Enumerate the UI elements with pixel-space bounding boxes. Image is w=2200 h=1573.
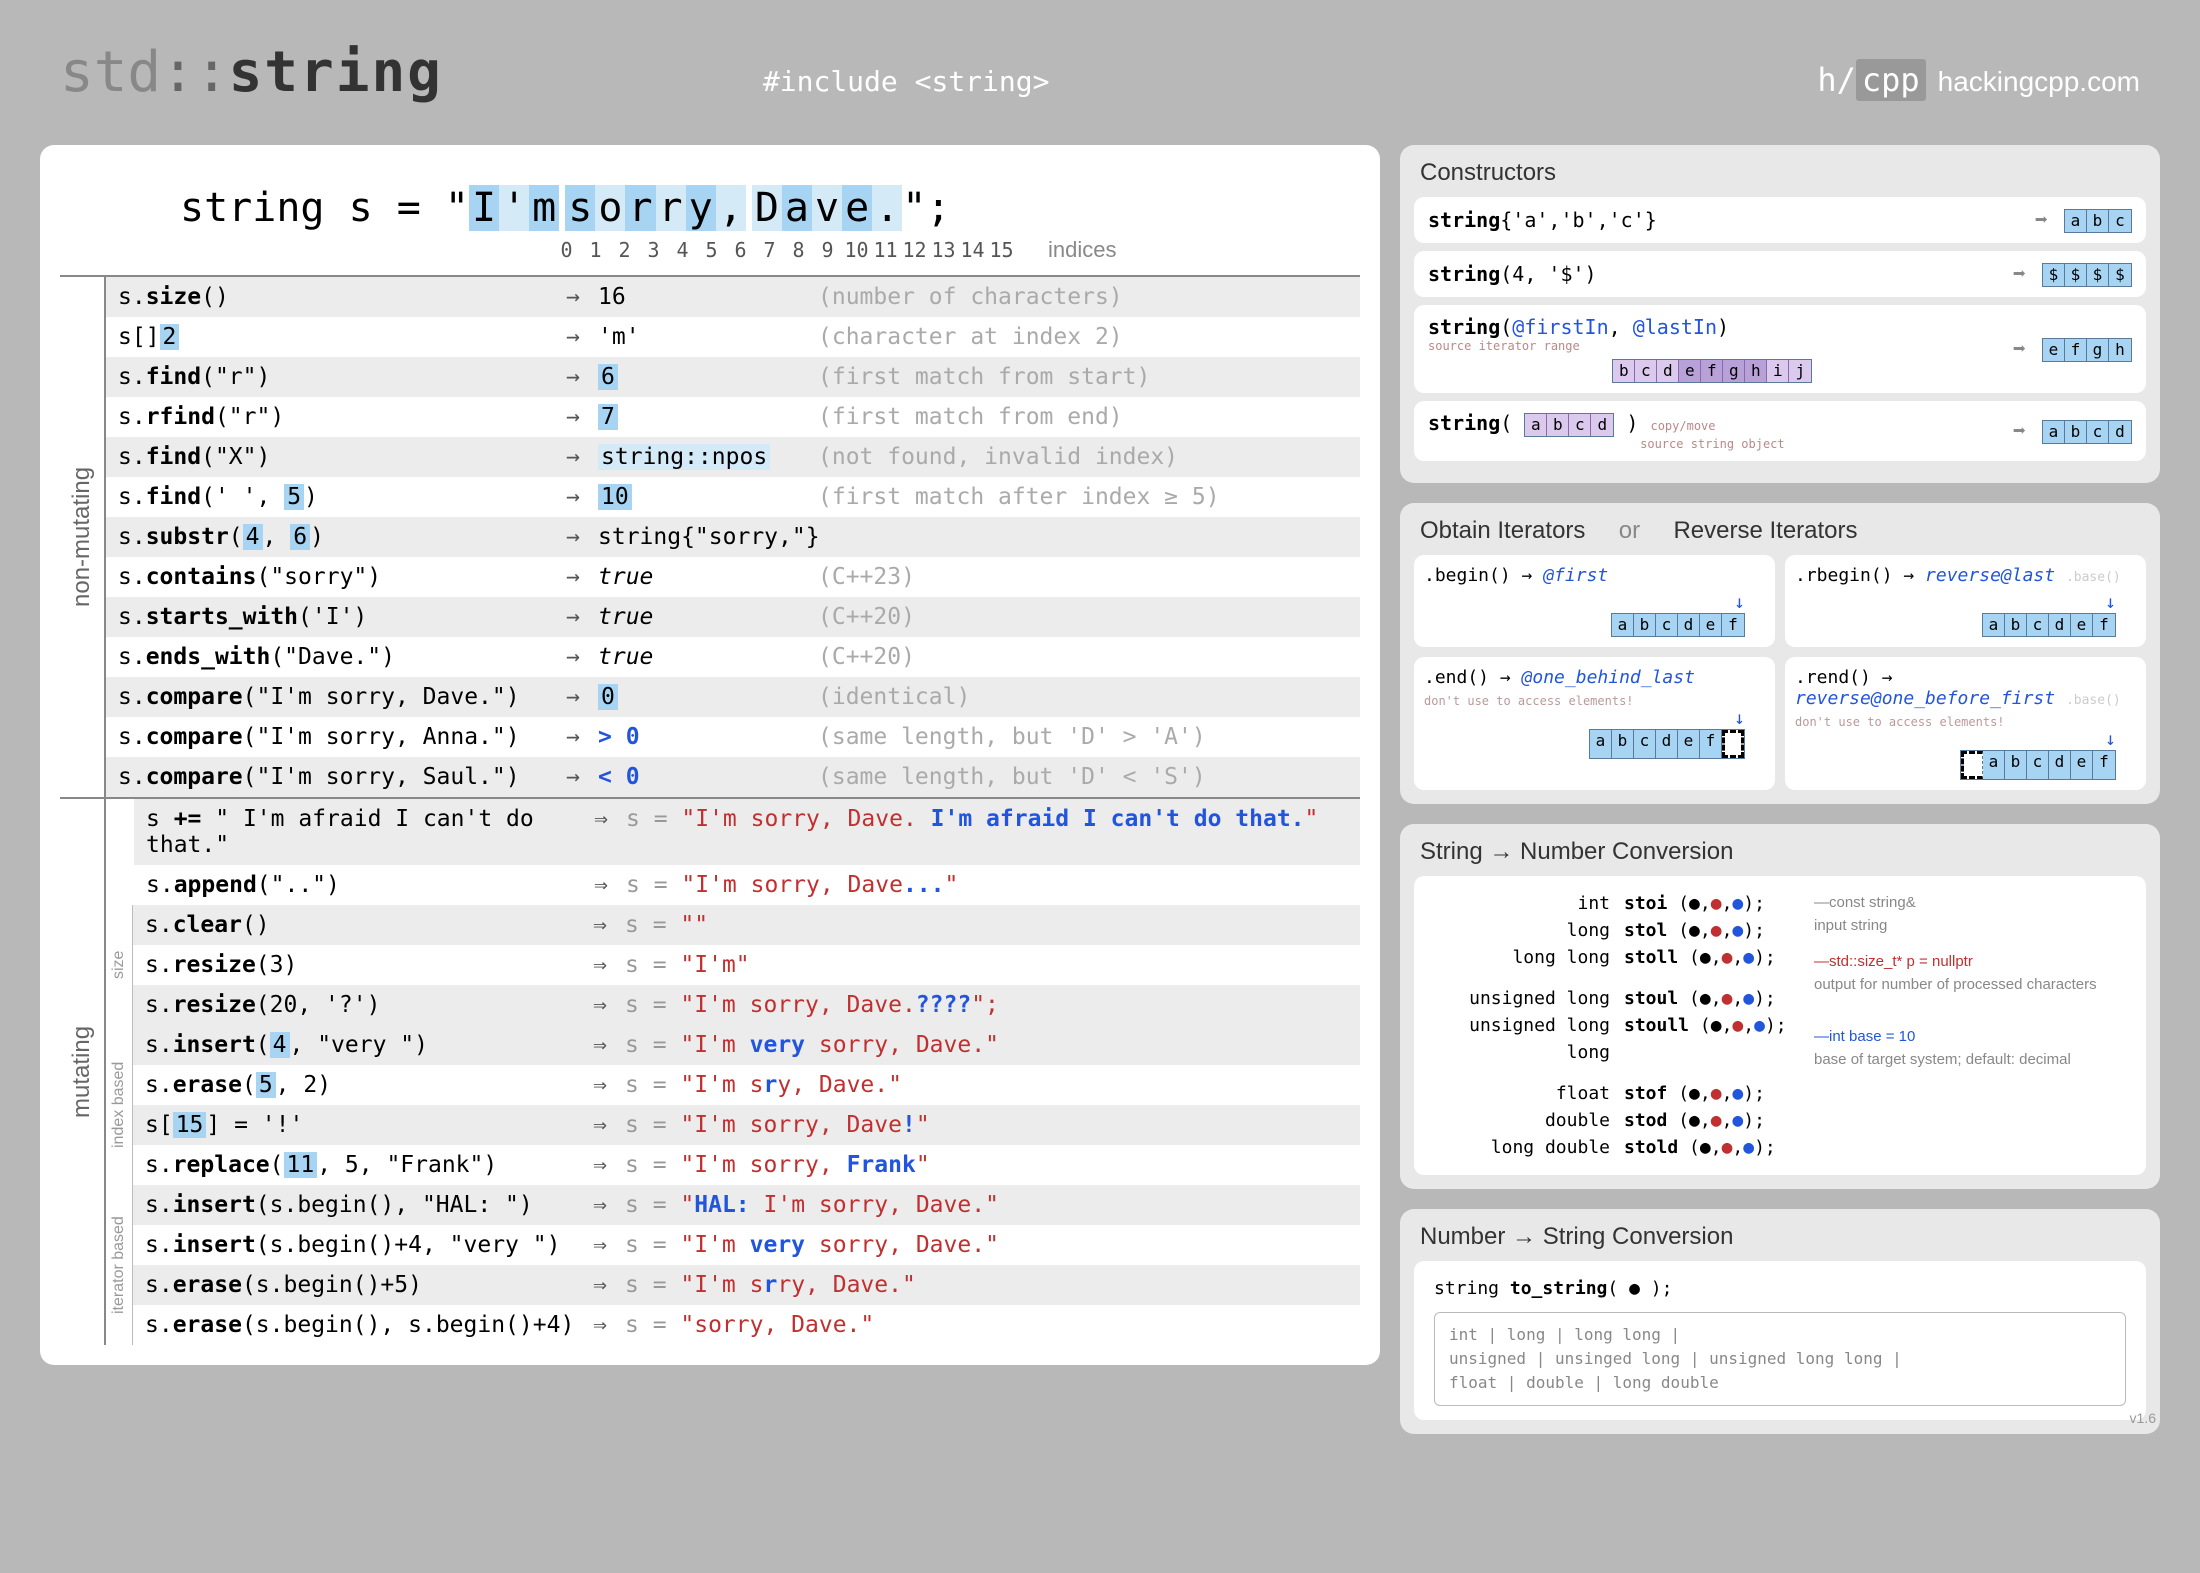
- table-row: s.compare("I'm sorry, Anna.")→> 0(same l…: [106, 717, 1360, 757]
- mutating-section: mutating s += " I'm afraid I can't do th…: [60, 797, 1360, 1345]
- table-row: s.compare("I'm sorry, Saul.")→< 0(same l…: [106, 757, 1360, 797]
- mutating-label: mutating: [60, 799, 106, 1345]
- main-card: string s = "I'm sorry, Dave."; 012345678…: [40, 145, 1380, 1365]
- conversion-row: doublestod (●,●,●);: [1434, 1107, 1794, 1134]
- table-row: s[15] = '!'⇒s = "I'm sorry, Dave!": [133, 1105, 1360, 1145]
- include-directive: #include <string>: [763, 65, 1050, 98]
- title-colon: ::: [161, 40, 228, 105]
- brand-url: hackingcpp.com: [1938, 66, 2140, 98]
- table-row: s.size()→16(number of characters): [106, 277, 1360, 317]
- str-to-num-body: intstoi (●,●,●);longstol (●,●,●);long lo…: [1414, 876, 2146, 1175]
- table-row: s.clear()⇒s = "": [133, 905, 1360, 945]
- conversion-row: long doublestold (●,●,●);: [1434, 1134, 1794, 1161]
- table-row: s.insert(s.begin()+4, "very ")⇒s = "I'm …: [133, 1225, 1360, 1265]
- num-to-str-body: string to_string( ● ); int | long | long…: [1414, 1261, 2146, 1420]
- declaration: string s = "I'm sorry, Dave.";: [60, 165, 1360, 231]
- table-row: s.rfind("r")→7(first match from end): [106, 397, 1360, 437]
- iterator-card: .rend() → reverse@one_before_first .base…: [1785, 657, 2146, 790]
- table-row: s.find("r")→6(first match from start): [106, 357, 1360, 397]
- table-row: s.resize(3)⇒s = "I'm": [133, 945, 1360, 985]
- constructor-row: string(4, '$')➡$$$$: [1414, 251, 2146, 297]
- table-row: s.substr(4, 6)→string{"sorry,"}: [106, 517, 1360, 557]
- table-row: s.erase(s.begin()+5)⇒s = "I'm srry, Dave…: [133, 1265, 1360, 1305]
- iterators-card: Obtain Iterators or Reverse Iterators .b…: [1400, 503, 2160, 804]
- conversion-row: long longstoll (●,●,●);: [1434, 944, 1794, 971]
- brand: h/cpp hackingcpp.com: [1817, 61, 2140, 99]
- conversion-row: unsigned long longstoull (●,●,●);: [1434, 1012, 1794, 1066]
- title-std: std: [60, 40, 161, 105]
- conversion-row: unsigned longstoul (●,●,●);: [1434, 985, 1794, 1012]
- version: v1.6: [2130, 1410, 2156, 1426]
- str-to-num-card: String → Number Conversion intstoi (●,●,…: [1400, 824, 2160, 1189]
- header: std :: string #include <string> h/cpp ha…: [20, 20, 2180, 125]
- brand-logo: h/cpp: [1817, 61, 1925, 99]
- iterator-card: .rbegin() → reverse@last .base()↓abcdef: [1785, 555, 2146, 647]
- table-row: s.ends_with("Dave.")→true(C++20): [106, 637, 1360, 677]
- conversion-row: intstoi (●,●,●);: [1434, 890, 1794, 917]
- table-row: s.append("..")⇒s = "I'm sorry, Dave...": [134, 865, 1360, 905]
- table-row: s.find(' ', 5)→10(first match after inde…: [106, 477, 1360, 517]
- table-row: s.compare("I'm sorry, Dave.")→0(identica…: [106, 677, 1360, 717]
- table-row: s += " I'm afraid I can't do that."⇒s = …: [134, 799, 1360, 865]
- to-string-types: int | long | long long | unsigned | unsi…: [1434, 1312, 2126, 1406]
- constructor-row: string( abcd ) copy/movesource string ob…: [1414, 401, 2146, 461]
- non-mutating-label: non-mutating: [60, 277, 106, 797]
- num-to-str-title: Number → String Conversion: [1414, 1223, 2146, 1251]
- table-row: s[]2→'m'(character at index 2): [106, 317, 1360, 357]
- indices-row: 0123456789101112131415 indices: [60, 231, 1360, 275]
- constructor-row: string{'a','b','c'}➡abc: [1414, 197, 2146, 243]
- iterator-card: .begin() → @first↓abcdef: [1414, 555, 1775, 647]
- constructor-row: string(@firstIn, @lastIn)source iterator…: [1414, 305, 2146, 393]
- to-string-sig: string to_string( ● );: [1434, 1275, 2126, 1302]
- constructors-card: Constructors string{'a','b','c'}➡abc stri…: [1400, 145, 2160, 483]
- table-row: s.resize(20, '?')⇒s = "I'm sorry, Dave.?…: [133, 985, 1360, 1025]
- num-to-str-card: Number → String Conversion string to_str…: [1400, 1209, 2160, 1434]
- table-row: s.starts_with('I')→true(C++20): [106, 597, 1360, 637]
- table-row: s.contains("sorry")→true(C++23): [106, 557, 1360, 597]
- iterators-title: Obtain Iterators or Reverse Iterators: [1414, 517, 2146, 545]
- conversion-row: longstol (●,●,●);: [1434, 917, 1794, 944]
- conversion-row: floatstof (●,●,●);: [1434, 1080, 1794, 1107]
- iterator-card: .end() → @one_behind_lastdon't use to ac…: [1414, 657, 1775, 790]
- title-string: string: [229, 40, 443, 105]
- table-row: s.insert(s.begin(), "HAL: ")⇒s = "HAL: I…: [133, 1185, 1360, 1225]
- str-to-num-title: String → Number Conversion: [1414, 838, 2146, 866]
- table-row: s.erase(5, 2)⇒s = "I'm sry, Dave.": [133, 1065, 1360, 1105]
- table-row: s.erase(s.begin(), s.begin()+4)⇒s = "sor…: [133, 1305, 1360, 1345]
- constructors-title: Constructors: [1414, 159, 2146, 187]
- table-row: s.replace(11, 5, "Frank")⇒s = "I'm sorry…: [133, 1145, 1360, 1185]
- table-row: s.find("X")→string::npos(not found, inva…: [106, 437, 1360, 477]
- non-mutating-section: non-mutating s.size()→16(number of chara…: [60, 275, 1360, 797]
- table-row: s.insert(4, "very ")⇒s = "I'm very sorry…: [133, 1025, 1360, 1065]
